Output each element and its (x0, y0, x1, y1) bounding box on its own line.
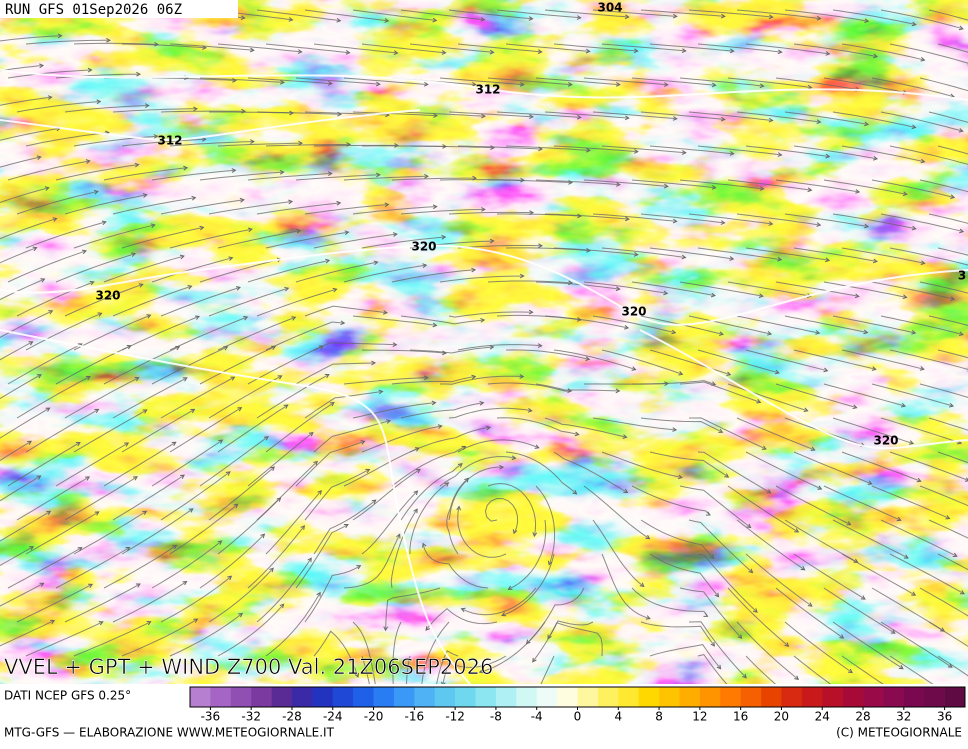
colorbar-swatch (537, 687, 558, 707)
contour-label: 312 (157, 134, 182, 148)
colorbar-tick-label: 28 (855, 710, 870, 724)
colorbar-swatch (781, 687, 802, 707)
data-source: DATI NCEP GFS 0.25° (4, 689, 131, 703)
colorbar-swatch (924, 687, 945, 707)
colorbar-tick-label: -16 (405, 710, 425, 724)
colorbar-swatch (700, 687, 721, 707)
colorbar-tick-label: -28 (282, 710, 302, 724)
colorbar-swatch (863, 687, 884, 707)
colorbar-swatch (741, 687, 762, 707)
colorbar-swatch (679, 687, 700, 707)
colorbar-swatch (190, 687, 211, 707)
colorbar-swatch (496, 687, 517, 707)
colorbar-tick-label: 32 (896, 710, 911, 724)
colorbar-swatch (435, 687, 456, 707)
colorbar-swatch (251, 687, 272, 707)
colorbar-tick-label: 4 (614, 710, 622, 724)
colorbar-swatch (210, 687, 231, 707)
colorbar-swatch (231, 687, 252, 707)
colorbar-swatch (312, 687, 333, 707)
colorbar-swatch (618, 687, 639, 707)
colorbar-tick-label: 8 (655, 710, 663, 724)
colorbar-swatch (904, 687, 925, 707)
colorbar-tick-label: 16 (733, 710, 748, 724)
colorbar-swatch (455, 687, 476, 707)
colorbar-swatch (578, 687, 599, 707)
colorbar-swatch (822, 687, 843, 707)
colorbar-tick-label: -32 (241, 710, 261, 724)
contour-label: 320 (621, 305, 646, 319)
colorbar-swatch (374, 687, 395, 707)
colorbar-swatch (883, 687, 904, 707)
colorbar-tick-label: -24 (323, 710, 343, 724)
colorbar-swatch (272, 687, 293, 707)
footer-right: (C) METEOGIORNALE (836, 726, 962, 740)
colorbar-swatch (557, 687, 578, 707)
colorbar-swatch (476, 687, 497, 707)
colorbar-tick-label: 0 (574, 710, 582, 724)
colorbar-swatch (394, 687, 415, 707)
colorbar-tick-label: 24 (815, 710, 830, 724)
run-title: RUN GFS 01Sep2026 06Z (5, 2, 182, 18)
colorbar-swatch (292, 687, 313, 707)
contour-label: 320 (873, 434, 898, 448)
colorbar-tick-label: -4 (531, 710, 543, 724)
colorbar-swatch (843, 687, 864, 707)
colorbar-tick-label: 36 (937, 710, 952, 724)
colorbar-tick-label: -20 (364, 710, 384, 724)
colorbar-tick-label: -36 (201, 710, 221, 724)
map-caption: VVEL + GPT + WIND Z700 Val. 21Z06SEP2026 (4, 655, 493, 679)
colorbar-tick-label: 12 (692, 710, 707, 724)
colorbar-swatch (516, 687, 537, 707)
colorbar-swatch (353, 687, 374, 707)
colorbar-swatch (598, 687, 619, 707)
colorbar-swatch (333, 687, 354, 707)
footer-left: MTG-GFS — ELABORAZIONE WWW.METEOGIORNALE… (4, 726, 335, 740)
contour-label: 304 (597, 1, 622, 15)
contour-label: 320 (411, 240, 436, 254)
colorbar-swatch (761, 687, 782, 707)
colorbar-swatch (414, 687, 435, 707)
colorbar-swatch (639, 687, 660, 707)
colorbar-swatch (720, 687, 741, 707)
contour-label: 320 (95, 289, 120, 303)
contour-label: 3 (958, 269, 966, 283)
colorbar-tick-label: 20 (774, 710, 789, 724)
colorbar-swatch (659, 687, 680, 707)
vertical-velocity-field (0, 0, 968, 684)
colorbar-swatch (802, 687, 823, 707)
colorbar-tick-label: -8 (490, 710, 502, 724)
colorbar-tick-label: -12 (445, 710, 465, 724)
contour-label: 312 (475, 83, 500, 97)
colorbar-swatch (945, 687, 966, 707)
